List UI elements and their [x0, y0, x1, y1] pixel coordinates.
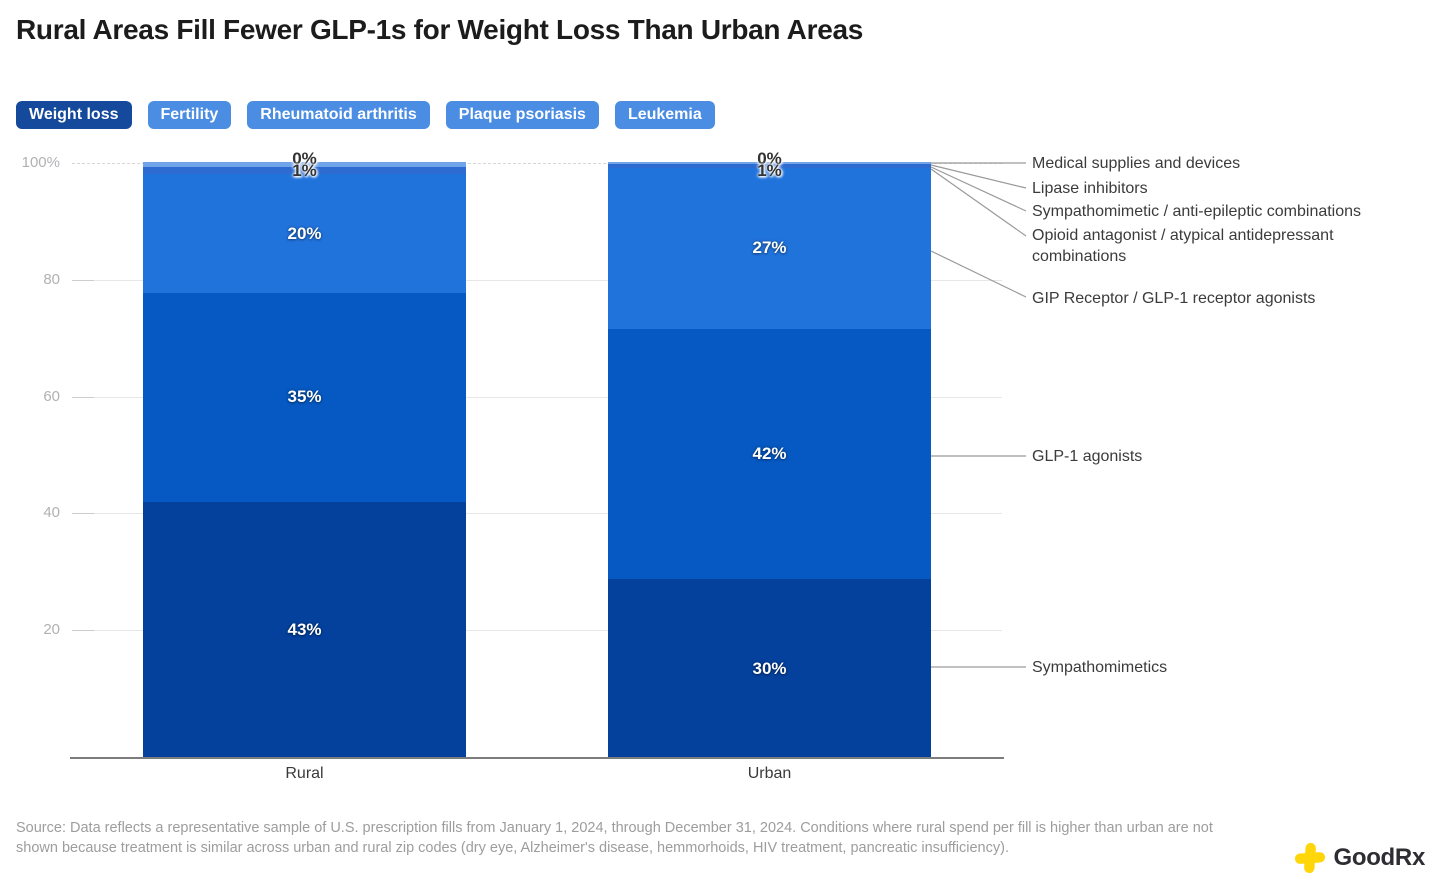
x-label-urban: Urban [747, 765, 792, 782]
goodrx-wordmark: GoodRx [1333, 844, 1425, 871]
y-axis-tick-100: 100% [21, 154, 60, 171]
bar-segment-medical-supplies-and-devices[interactable] [143, 162, 466, 167]
tab-leukemia[interactable]: Leukemia [614, 101, 715, 129]
rural-zero-label: 0% [292, 149, 317, 168]
segment-value-label: 27% [752, 238, 787, 258]
tick-40 [72, 513, 94, 514]
bar-segment-glp-1-agonists[interactable]: 42% [608, 328, 931, 580]
legend-lipase-inhibitors: Lipase inhibitors [1032, 180, 1148, 197]
tab-weight-loss[interactable]: Weight loss [16, 101, 132, 129]
rural-one-label: 1% [292, 161, 317, 180]
urban-zero-label: 0% [757, 149, 782, 168]
bar-segment-gip-receptor-glp-1-receptor-agonists[interactable]: 27% [608, 167, 931, 329]
segment-value-label: 43% [287, 619, 322, 639]
tab-fertility[interactable]: Fertility [147, 101, 232, 129]
bar-segment-sympathomimetics[interactable]: 30% [608, 579, 931, 758]
segment-value-label: 30% [752, 658, 787, 678]
tick-60 [72, 397, 94, 398]
legend-sympathomimetic-anti-epileptic: Sympathomimetic / anti-epileptic combina… [1032, 203, 1362, 220]
legend-glp-1-agonists: GLP-1 agonists [1032, 448, 1143, 465]
bar-segment-glp-1-agonists[interactable]: 35% [143, 293, 466, 502]
segment-value-label: 42% [752, 444, 787, 464]
tab-rheumatoid-arthritis[interactable]: Rheumatoid arthritis [247, 101, 430, 129]
tick-80 [72, 280, 94, 281]
gridline-60 [72, 397, 1002, 398]
segment-value-label: 35% [287, 387, 322, 407]
gridline-80 [72, 280, 1002, 281]
bar-segment-medical-supplies-and-devices[interactable] [608, 162, 931, 165]
bar-segment-gip-receptor-glp-1-receptor-agonists[interactable]: 20% [143, 173, 466, 294]
page-title: Rural Areas Fill Fewer GLP-1s for Weight… [16, 14, 864, 45]
source-note: Source: Data reflects a representative s… [16, 820, 1213, 856]
x-label-rural: Rural [285, 765, 324, 782]
y-axis-tick-60: 60 [43, 388, 60, 405]
y-axis-tick-80: 80 [43, 271, 60, 288]
goodrx-cross-icon [1295, 842, 1326, 874]
bar-segment-lipase-inhibitors[interactable] [608, 164, 931, 168]
bar-segment-sympathomimetics[interactable]: 43% [143, 501, 466, 758]
x-axis-line [70, 757, 1004, 759]
tab-plaque-psoriasis[interactable]: Plaque psoriasis [445, 101, 599, 129]
urban-one-label: 1% [757, 161, 782, 180]
gridline-100 [72, 163, 1002, 164]
stacked-bar-urban: 30% 42% 27% [608, 162, 931, 758]
tick-20 [72, 630, 94, 631]
legend-sympathomimetics: Sympathomimetics [1032, 659, 1168, 676]
legend-gip-receptor: GIP Receptor / GLP-1 receptor agonists [1032, 290, 1316, 307]
segment-value-label: 20% [287, 223, 322, 243]
stacked-bar-rural: 43% 35% 20% [143, 162, 466, 758]
bar-segment-lipase-inhibitors[interactable] [143, 166, 466, 174]
condition-tabs: Weight loss Fertility Rheumatoid arthrit… [16, 101, 715, 129]
goodrx-logo: GoodRx [1293, 841, 1425, 875]
y-axis-tick-20: 20 [43, 621, 60, 638]
legend-medical-supplies: Medical supplies and devices [1032, 155, 1241, 172]
y-axis-tick-40: 40 [43, 504, 60, 521]
gridline-20 [72, 630, 1002, 631]
legend-opioid-antagonist: Opioid antagonist / atypical antidepress… [1032, 227, 1334, 265]
gridline-40 [72, 513, 1002, 514]
